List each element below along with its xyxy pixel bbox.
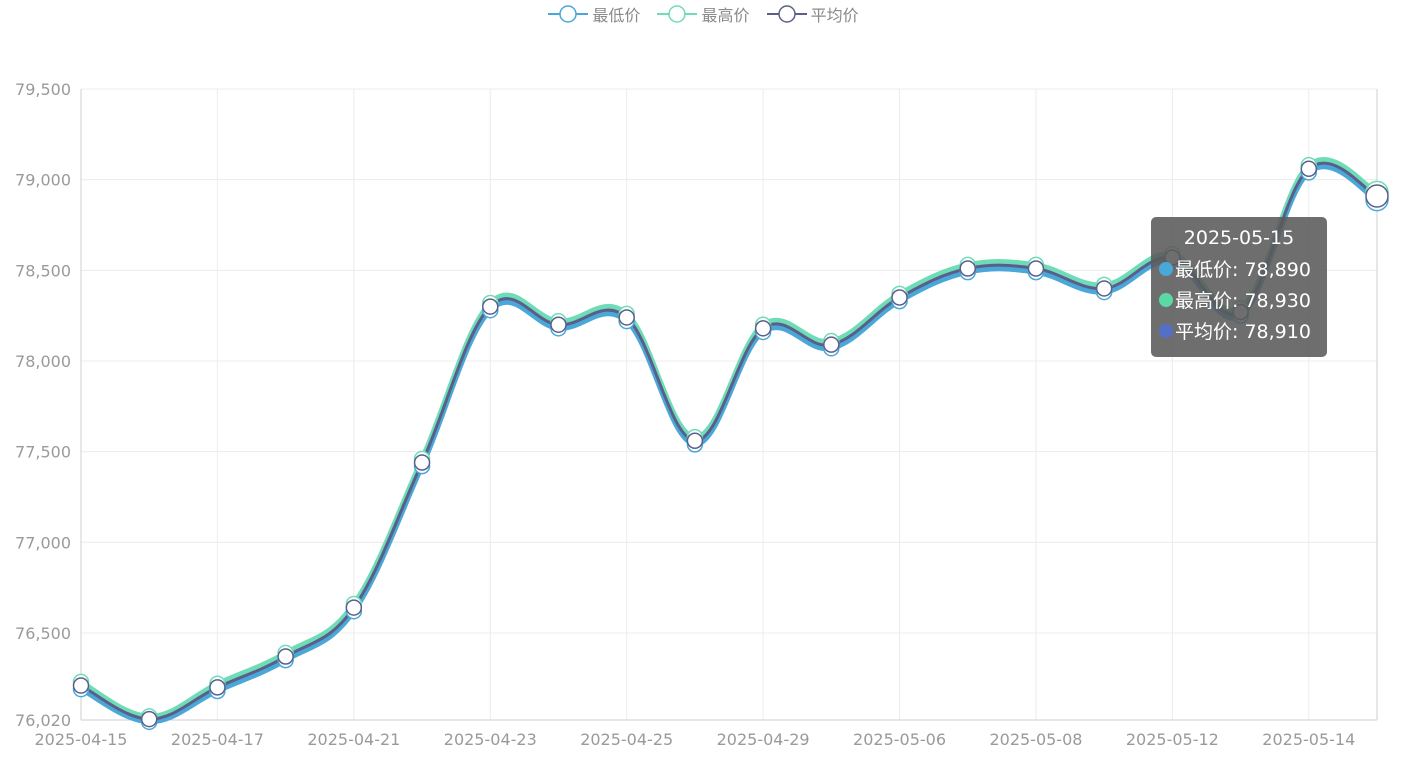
- y-tick-label: 77,500: [15, 443, 71, 462]
- tooltip-high-value: 最高价: 78,930: [1175, 290, 1311, 312]
- x-tick-label: 2025-04-23: [444, 730, 537, 749]
- y-tick-label: 76,020: [15, 711, 71, 730]
- tooltip-date: 2025-05-15: [1183, 227, 1295, 249]
- tooltip-row-high: 最高价: 78,930: [1159, 284, 1327, 315]
- legend-low-line-icon: [548, 5, 589, 23]
- tooltip-high-dot-icon: [1159, 292, 1173, 307]
- data-point: [277, 648, 294, 665]
- x-tick-label: 2025-05-12: [1126, 730, 1219, 749]
- tooltip-row-avg: 平均价: 78,910: [1159, 315, 1327, 346]
- y-tick-label: 76,500: [15, 624, 71, 643]
- legend-high-label: 最高价: [701, 6, 750, 25]
- data-point: [1095, 280, 1113, 297]
- legend-item-avg[interactable]: 平均价: [766, 2, 859, 26]
- y-tick-label: 78,000: [15, 352, 71, 371]
- data-point: [959, 260, 976, 277]
- y-tick-label: 79,000: [15, 171, 71, 190]
- data-point: [823, 336, 840, 353]
- data-point: [72, 677, 90, 694]
- y-tick-label: 77,000: [15, 533, 71, 552]
- x-tick-label: 2025-05-08: [989, 730, 1082, 749]
- tooltip-row-low: 最低价: 78,890: [1159, 253, 1327, 284]
- tooltip-avg-value: 平均价: 78,910: [1175, 321, 1311, 343]
- data-point: [754, 320, 772, 337]
- legend-item-high[interactable]: 最高价: [657, 2, 750, 26]
- legend-avg-line-icon: [766, 5, 807, 23]
- data-point: [1027, 260, 1045, 277]
- legend: 最低价 最高价 平均价: [0, 2, 1407, 28]
- data-point: [891, 289, 908, 306]
- grid: [80, 88, 1377, 721]
- legend-avg-label: 平均价: [810, 6, 859, 25]
- legend-low-label: 最低价: [592, 6, 641, 25]
- y-tick-label: 78,500: [15, 261, 71, 280]
- x-tick-label: 2025-04-29: [717, 730, 810, 749]
- tooltip-low-dot-icon: [1159, 261, 1173, 276]
- y-tick-label: 79,500: [15, 80, 71, 99]
- legend-item-low[interactable]: 最低价: [548, 2, 640, 26]
- data-point: [482, 298, 499, 315]
- x-tick-label: 2025-05-14: [1262, 730, 1355, 749]
- data-point: [140, 710, 158, 728]
- data-point: [1365, 184, 1389, 208]
- data-point: [345, 599, 363, 616]
- x-tick-label: 2025-04-15: [35, 730, 128, 749]
- data-point: [618, 309, 635, 326]
- data-point: [550, 316, 567, 333]
- x-tick-label: 2025-05-06: [853, 730, 946, 749]
- data-point: [413, 454, 431, 471]
- data-point: [209, 679, 226, 696]
- legend-high-line-icon: [657, 5, 698, 23]
- x-tick-label: 2025-04-21: [307, 730, 400, 749]
- x-tick-label: 2025-04-17: [171, 730, 264, 749]
- axes: 76,020 76,500 77,000 77,500 78,000 78,500 79,0…: [15, 80, 1378, 749]
- data-point: [1300, 160, 1318, 178]
- tooltip-low-value: 最低价: 78,890: [1175, 259, 1311, 281]
- tooltip-avg-dot-icon: [1159, 323, 1173, 338]
- tooltip: 2025-05-15 最低价: 78,890 最高价: 78,930 平均价: …: [1151, 217, 1327, 357]
- data-point: [686, 432, 704, 450]
- x-tick-label: 2025-04-25: [580, 730, 673, 749]
